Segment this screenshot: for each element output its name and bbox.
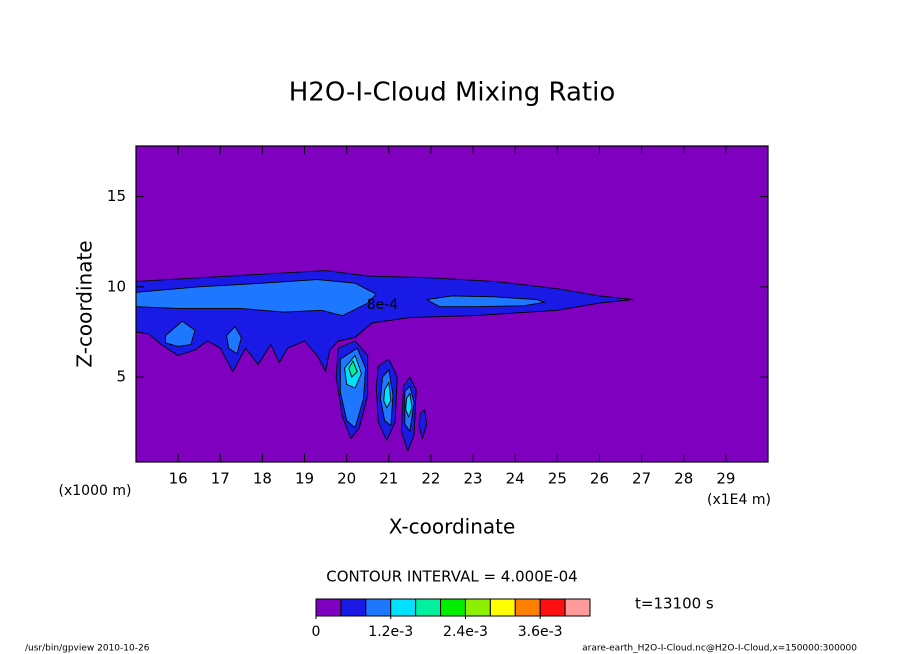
x-tick-label: 24 [506, 470, 525, 488]
colorbar-box [489, 598, 516, 617]
y-tick-label: 10 [107, 277, 126, 295]
colorbar-box [514, 598, 541, 617]
x-tick-label: 25 [548, 470, 567, 488]
footer-left: /usr/bin/gpview 2010-10-26 [25, 644, 150, 654]
x-tick-label: 19 [295, 470, 314, 488]
footer-right: arare-earth_H2O-I-Cloud.nc@H2O-I-Cloud,x… [582, 644, 857, 654]
plot-frame [135, 145, 769, 463]
x-axis-label: X-coordinate [389, 515, 516, 539]
y-unit: (x1000 m) [59, 483, 132, 499]
colorbar-box [315, 598, 342, 617]
colorbar-tick-label: 1.2e-3 [368, 624, 413, 640]
x-tick-label: 17 [211, 470, 230, 488]
contour-region [226, 326, 242, 355]
contour-region [418, 409, 428, 439]
time-label: t=13100 s [635, 595, 714, 613]
y-axis-label: Z-coordinate [73, 240, 97, 367]
contour-region [165, 320, 196, 347]
x-tick-label: 27 [632, 470, 651, 488]
x-tick-label: 22 [421, 470, 440, 488]
colorbar-tick-label: 2.4e-3 [443, 624, 488, 640]
x-tick-label: 28 [674, 470, 693, 488]
contour-region [135, 279, 377, 317]
contour-region [405, 392, 413, 418]
contour-region [383, 382, 392, 409]
contour-interval: CONTOUR INTERVAL = 4.000E-04 [326, 568, 577, 586]
x-tick-label: 23 [464, 470, 483, 488]
x-tick-label: 29 [716, 470, 735, 488]
x-unit: (x1E4 m) [707, 492, 771, 508]
x-tick-label: 18 [253, 470, 272, 488]
colorbar-box [539, 598, 566, 617]
x-tick-label: 20 [337, 470, 356, 488]
y-tick-label: 5 [116, 368, 126, 386]
y-tick-label: 15 [107, 187, 126, 205]
contour-region [426, 295, 546, 308]
chart-title: H2O-I-Cloud Mixing Ratio [289, 78, 616, 108]
contour-label: 8e-4 [367, 297, 399, 313]
colorbar-box [340, 598, 367, 617]
colorbar-box [464, 598, 491, 617]
colorbar-tick-label: 3.6e-3 [518, 624, 563, 640]
colorbar-tick-label: 0 [312, 624, 321, 640]
x-tick-label: 21 [379, 470, 398, 488]
colorbar-box [415, 598, 442, 617]
x-tick-label: 26 [590, 470, 609, 488]
colorbar-box [564, 598, 591, 617]
x-tick-label: 16 [169, 470, 188, 488]
colorbar-box [390, 598, 417, 617]
colorbar-box [365, 598, 392, 617]
contour-region [348, 360, 358, 378]
colorbar-box [440, 598, 466, 617]
